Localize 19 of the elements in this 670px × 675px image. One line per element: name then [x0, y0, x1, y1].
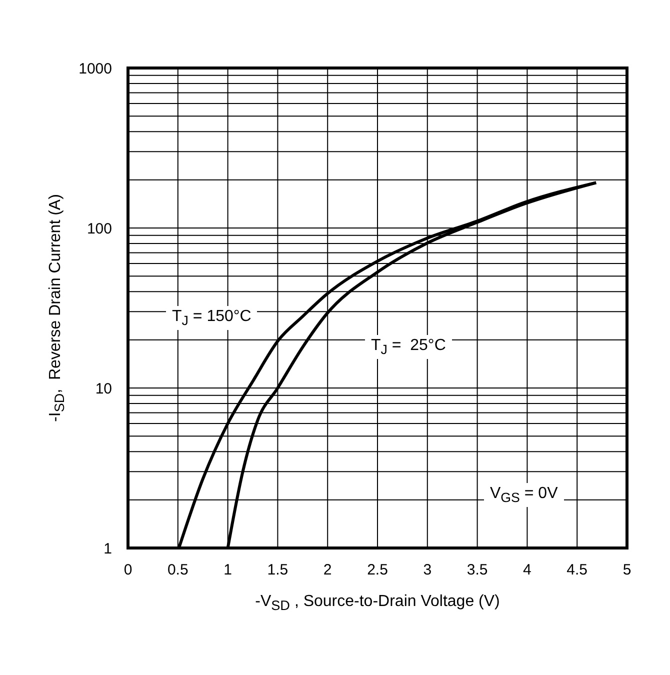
x-axis-title: -V$_{SD}$ , Source-to-Drain Voltage (V)	[255, 593, 500, 614]
x-tick-label: 0	[124, 562, 132, 579]
x-tick-label: 1.5	[267, 562, 288, 579]
x-tick-label: 3	[423, 562, 432, 579]
x-tick-label: 4.5	[566, 562, 588, 579]
x-tick-label: 3.5	[466, 562, 488, 579]
x-tick-label: 4	[523, 562, 532, 579]
y-tick-label: 10	[95, 380, 112, 398]
x-tick-label: 0.5	[167, 562, 188, 579]
annotation: V$_{GS}$ = 0V	[484, 483, 564, 508]
annotation: T$_{J}$ = 150°C	[166, 306, 258, 330]
annotation: T$_{J}$ = 25°C	[365, 335, 452, 360]
y-tick-label: 1000	[78, 60, 112, 78]
x-tick-label: 2	[323, 562, 332, 579]
x-tick-label: 5	[622, 562, 632, 579]
y-tick-label: 1	[104, 540, 112, 558]
y-tick-label: 100	[86, 220, 112, 238]
x-tick-label: 2.5	[367, 562, 388, 579]
x-tick-label: 1	[224, 562, 232, 579]
